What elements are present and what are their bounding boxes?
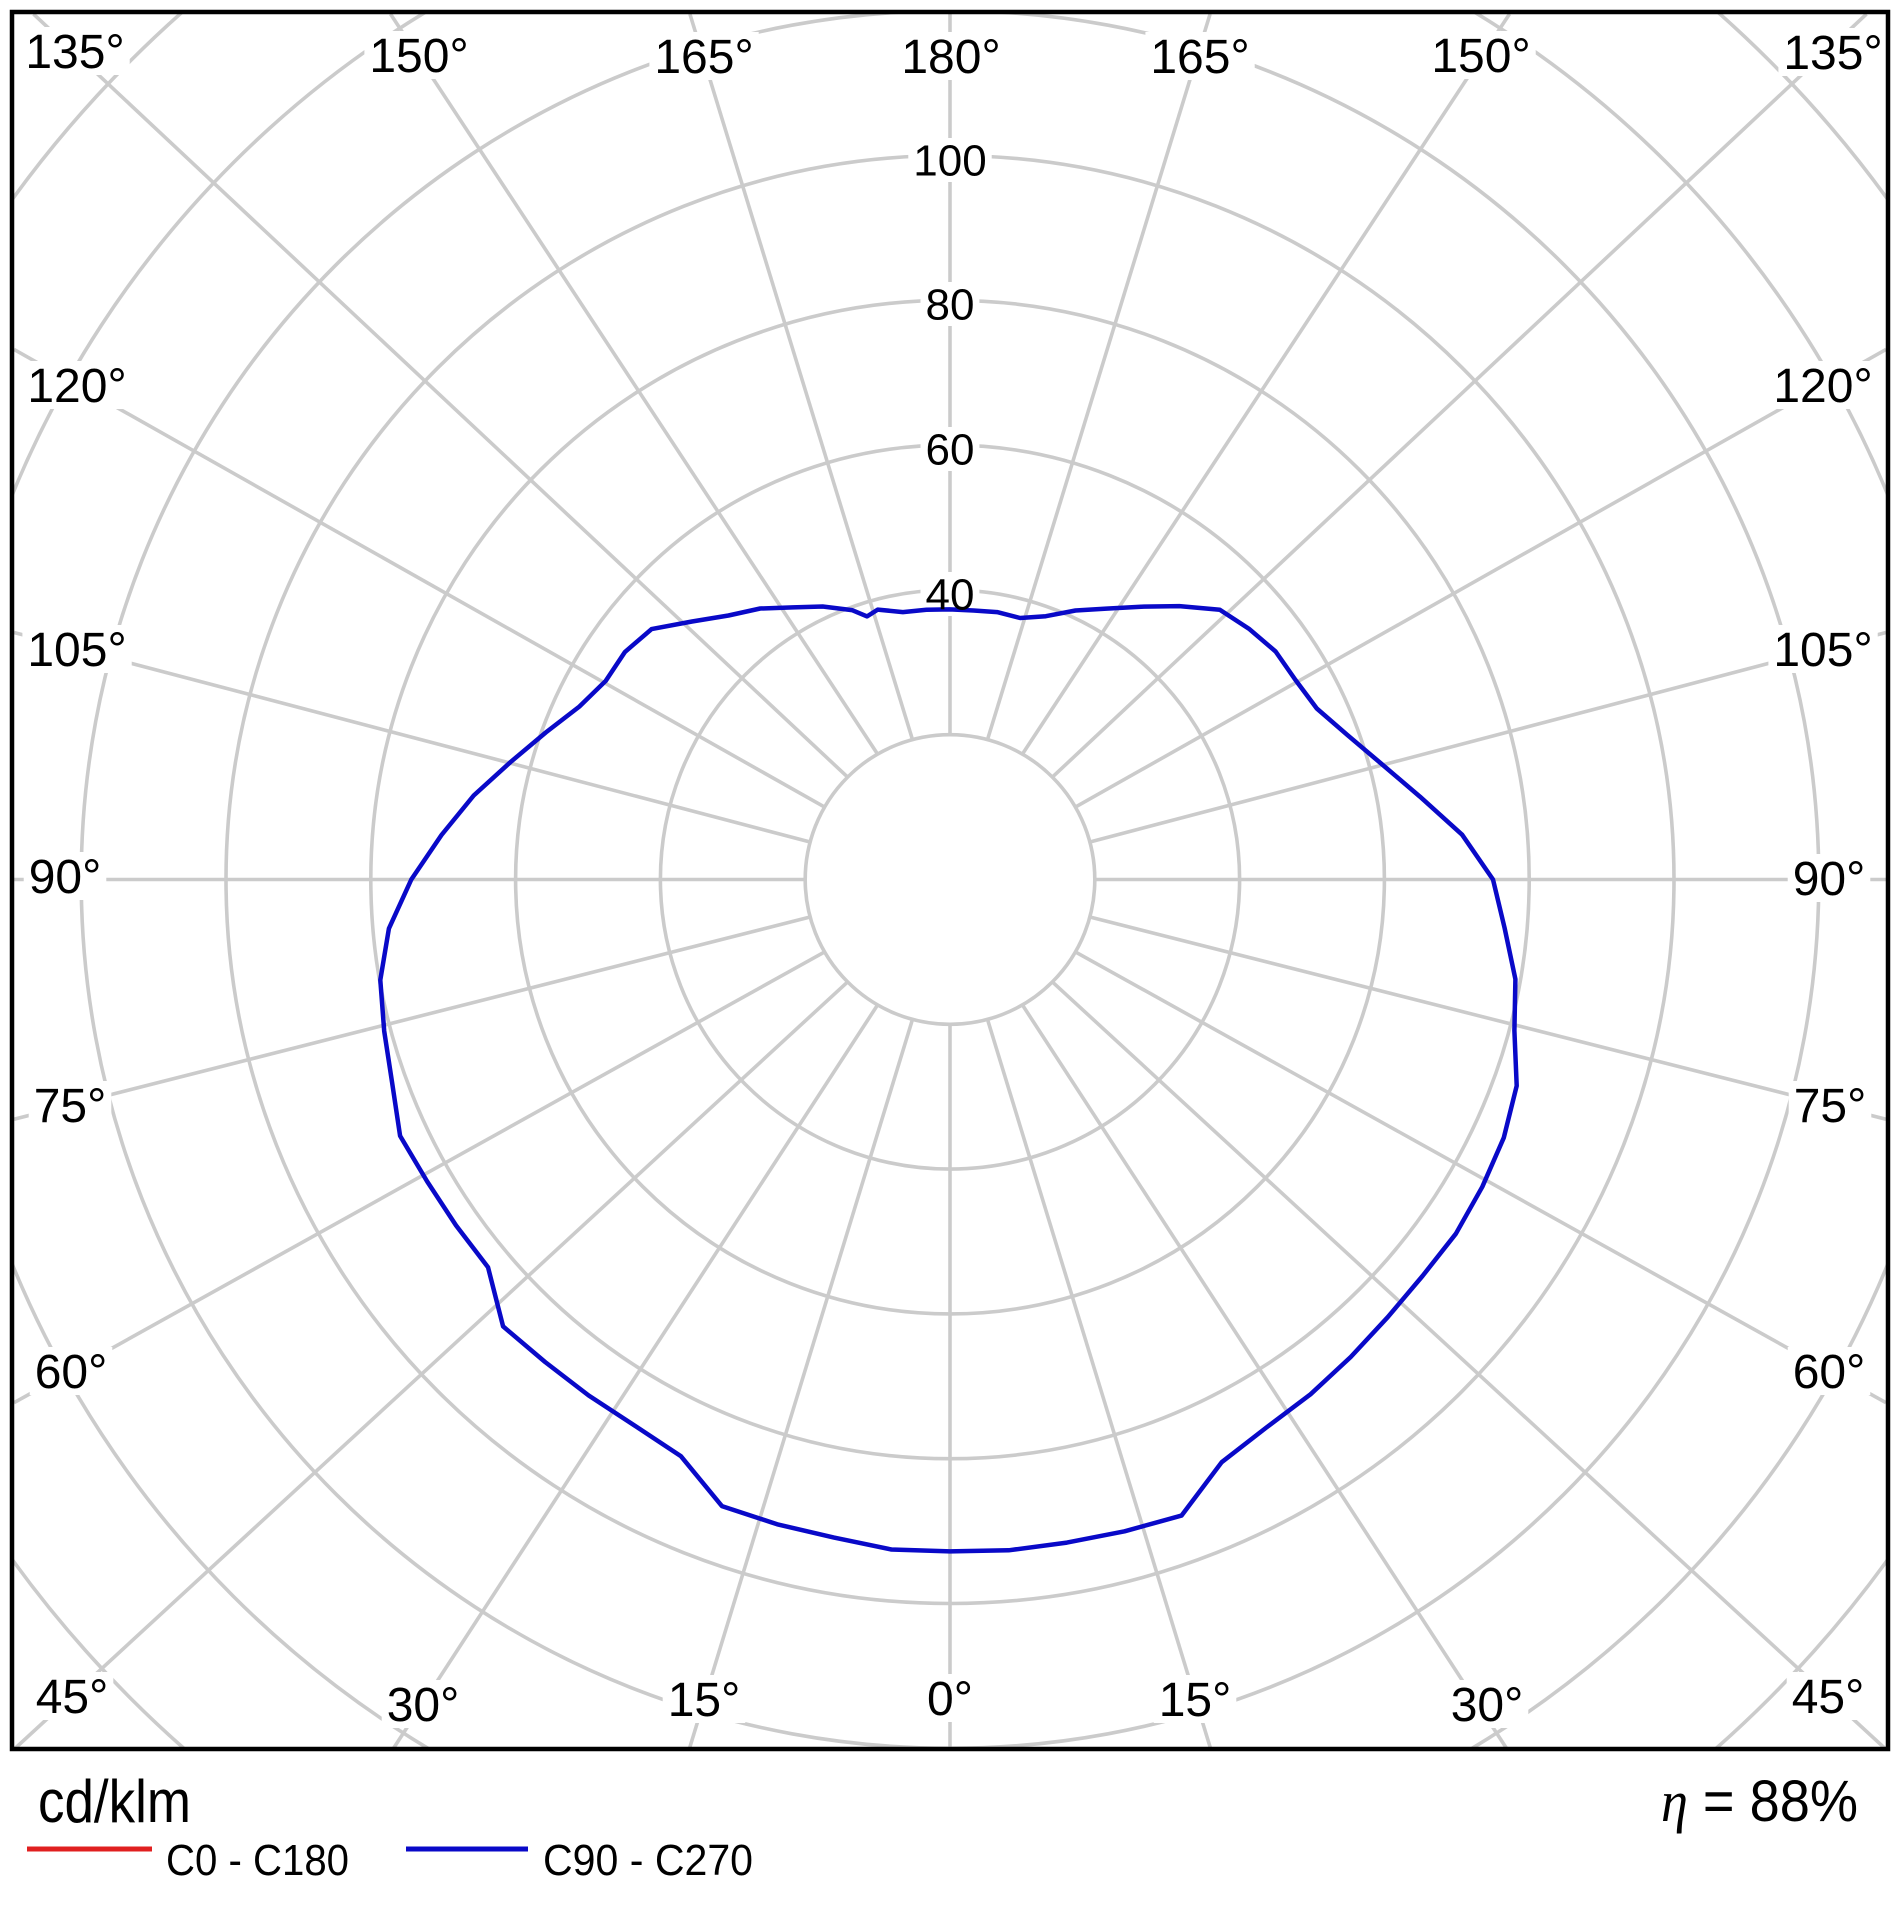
svg-text:cd/klm: cd/klm	[38, 1768, 191, 1835]
svg-text:30°: 30°	[1451, 1679, 1524, 1732]
svg-text:75°: 75°	[34, 1080, 107, 1133]
svg-text:150°: 150°	[1431, 30, 1530, 83]
svg-text:165°: 165°	[654, 31, 753, 84]
svg-text:75°: 75°	[1794, 1080, 1867, 1133]
svg-text:0°: 0°	[927, 1673, 973, 1726]
svg-text:15°: 15°	[1159, 1674, 1232, 1727]
svg-text:40: 40	[926, 570, 975, 619]
svg-text:C0 - C180: C0 - C180	[166, 1837, 349, 1885]
svg-text:90°: 90°	[29, 851, 102, 904]
svg-text:15°: 15°	[668, 1674, 741, 1727]
svg-text:135°: 135°	[1783, 27, 1882, 80]
svg-text:90°: 90°	[1793, 853, 1866, 906]
svg-text:C90 - C270: C90 - C270	[543, 1837, 753, 1885]
svg-text:120°: 120°	[27, 360, 126, 413]
svg-text:η = 88%: η = 88%	[1661, 1769, 1858, 1834]
svg-text:60°: 60°	[1793, 1346, 1866, 1399]
svg-text:30°: 30°	[387, 1679, 460, 1732]
svg-text:180°: 180°	[901, 31, 1000, 84]
svg-text:45°: 45°	[1792, 1671, 1865, 1724]
svg-text:165°: 165°	[1150, 31, 1249, 84]
svg-text:45°: 45°	[36, 1671, 109, 1724]
svg-text:60: 60	[926, 425, 975, 474]
svg-text:80: 80	[926, 280, 975, 329]
svg-text:120°: 120°	[1773, 360, 1872, 413]
svg-text:105°: 105°	[27, 624, 126, 677]
svg-text:135°: 135°	[25, 26, 124, 79]
svg-text:100: 100	[913, 136, 986, 185]
svg-text:105°: 105°	[1773, 624, 1872, 677]
svg-text:150°: 150°	[369, 30, 468, 83]
svg-text:60°: 60°	[35, 1346, 108, 1399]
